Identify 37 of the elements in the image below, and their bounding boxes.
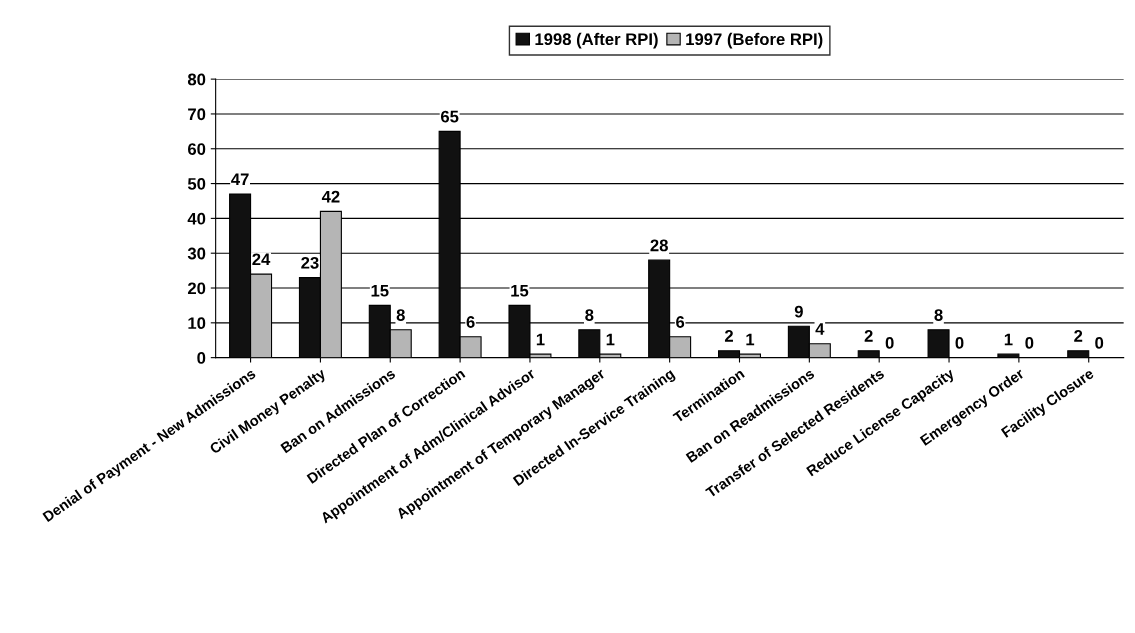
data-label: 1 [606, 333, 615, 346]
data-label: 24 [252, 253, 271, 266]
data-label: 8 [585, 309, 594, 321]
data-label: 2 [724, 330, 733, 342]
data-label: 23 [301, 256, 319, 269]
data-label: 1 [536, 333, 545, 346]
y-tick-label: 0 [197, 352, 206, 364]
y-tick-label: 80 [187, 73, 206, 86]
data-label: 47 [231, 173, 249, 185]
data-label: 0 [885, 336, 894, 349]
y-tick-label: 70 [188, 108, 206, 121]
data-label: 0 [1025, 336, 1034, 349]
data-label: 42 [321, 190, 340, 203]
data-label: 1 [1004, 333, 1013, 346]
data-label: 4 [815, 323, 825, 335]
data-label: 6 [676, 316, 685, 328]
legend-label: 1997 (Before RPI) [686, 32, 823, 49]
data-label: 9 [794, 305, 803, 318]
y-tick-label: 60 [188, 143, 206, 155]
data-label: 0 [955, 336, 964, 349]
data-label: 28 [650, 239, 668, 252]
data-label: 2 [864, 330, 873, 342]
legend-label: 1998 (After RPI) [535, 32, 658, 49]
data-label: 65 [440, 110, 459, 123]
y-tick-label: 20 [187, 282, 206, 295]
y-tick-label: 30 [187, 247, 206, 260]
data-label: 0 [1095, 336, 1104, 349]
data-label: 15 [511, 284, 529, 297]
data-label: 6 [466, 316, 475, 328]
data-label: 8 [396, 309, 405, 321]
data-label: 8 [934, 309, 943, 321]
y-tick-label: 10 [188, 317, 206, 330]
data-label: 2 [1074, 330, 1083, 342]
y-tick-label: 40 [187, 212, 206, 225]
data-label: 15 [371, 284, 389, 297]
y-tick-label: 50 [187, 177, 206, 190]
data-label: 1 [746, 333, 755, 346]
